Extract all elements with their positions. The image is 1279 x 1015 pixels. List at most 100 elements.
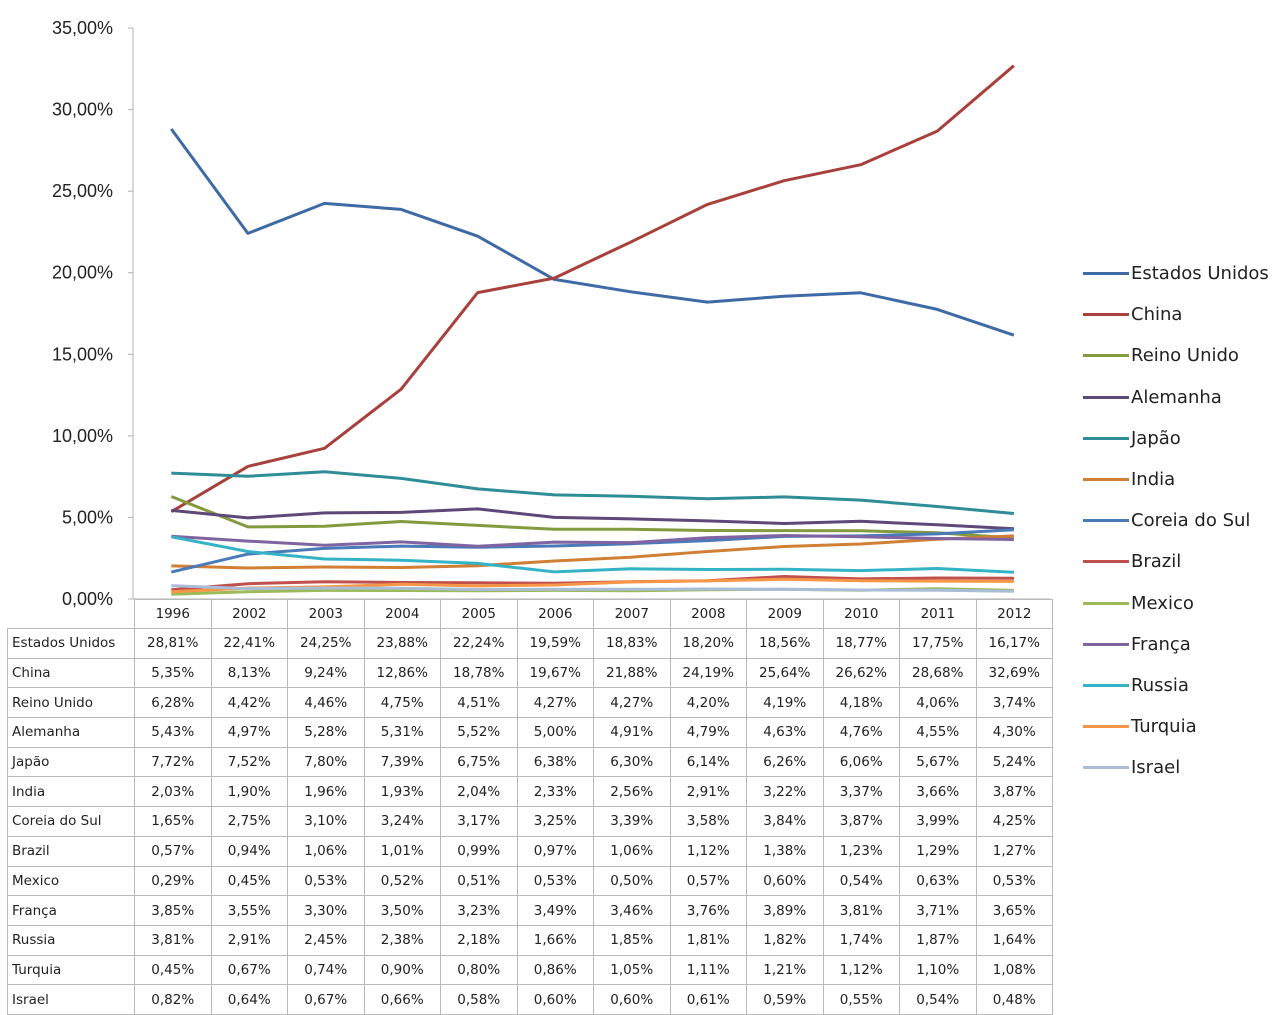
legend-label: China xyxy=(1131,304,1183,326)
data-cell: 4,42% xyxy=(210,687,288,719)
data-cell: 0,50% xyxy=(593,865,671,897)
legend-label: Russia xyxy=(1131,674,1189,696)
data-cell: 5,00% xyxy=(516,717,594,748)
data-cell: 2,45% xyxy=(287,924,365,956)
data-cell: 3,81% xyxy=(134,924,212,956)
data-cell: 23,88% xyxy=(363,628,441,659)
y-tick-label: 30,00% xyxy=(52,100,113,120)
data-cell: 6,30% xyxy=(593,746,671,778)
legend-label: Israel xyxy=(1131,757,1181,779)
data-cell: 24,25% xyxy=(287,628,365,659)
data-cell: 3,71% xyxy=(899,895,977,926)
data-cell: 4,19% xyxy=(746,687,824,719)
data-cell: 1,05% xyxy=(593,954,671,986)
legend-item: Brazil xyxy=(1083,541,1269,582)
legend-swatch xyxy=(1083,725,1129,729)
row-label: India xyxy=(7,776,135,808)
data-cell: 1,74% xyxy=(822,924,900,956)
data-cell: 7,39% xyxy=(363,746,441,778)
data-cell: 5,31% xyxy=(363,717,441,748)
data-cell: 1,11% xyxy=(669,954,747,986)
data-cell: 0,55% xyxy=(822,984,900,1015)
data-cell: 1,27% xyxy=(975,835,1053,867)
data-cell: 7,72% xyxy=(134,746,212,778)
row-label: Russia xyxy=(7,924,135,956)
data-cell: 3,66% xyxy=(899,776,977,808)
legend-swatch xyxy=(1083,560,1129,564)
x-tick-label: 2007 xyxy=(593,599,671,629)
legend-label: Mexico xyxy=(1131,592,1194,614)
data-cell: 2,04% xyxy=(440,776,518,808)
legend-item: China xyxy=(1083,294,1269,335)
data-cell: 6,14% xyxy=(669,746,747,778)
data-cell: 1,85% xyxy=(593,924,671,956)
legend-swatch xyxy=(1083,601,1129,605)
data-cell: 0,63% xyxy=(899,865,977,897)
data-cell: 2,38% xyxy=(363,924,441,956)
legend-item: Alemanha xyxy=(1083,377,1269,418)
data-cell: 1,12% xyxy=(822,954,900,986)
data-cell: 1,82% xyxy=(746,924,824,956)
data-cell: 0,60% xyxy=(746,865,824,897)
x-tick-label: 1996 xyxy=(134,599,212,629)
data-cell: 1,29% xyxy=(899,835,977,867)
data-cell: 4,91% xyxy=(593,717,671,748)
data-cell: 5,35% xyxy=(134,657,212,689)
series-line-reino-unido xyxy=(170,495,1015,540)
row-label: China xyxy=(7,657,135,689)
data-cell: 3,22% xyxy=(746,776,824,808)
row-label: Japão xyxy=(7,746,135,778)
data-cell: 4,63% xyxy=(746,717,824,748)
data-cell: 0,99% xyxy=(440,835,518,867)
legend-swatch xyxy=(1083,478,1129,482)
series-line-fran-a xyxy=(171,534,1014,548)
legend-item: Estados Unidos xyxy=(1083,253,1269,294)
y-tick-label: 5,00% xyxy=(62,507,113,527)
data-cell: 1,90% xyxy=(210,776,288,808)
data-cell: 2,56% xyxy=(593,776,671,808)
data-cell: 1,66% xyxy=(516,924,594,956)
data-cell: 1,08% xyxy=(975,954,1053,986)
data-cell: 4,06% xyxy=(899,687,977,719)
x-tick-label: 2003 xyxy=(287,599,365,629)
legend-item: França xyxy=(1083,624,1269,665)
data-cell: 1,65% xyxy=(134,806,212,837)
row-label: Israel xyxy=(7,984,135,1015)
table-row: Brazil 0,57% 0,94% 1,06% 1,01% 0,99% 0,97% 1,06… xyxy=(7,835,1053,867)
data-cell: 0,74% xyxy=(287,954,365,986)
table-row: Israel 0,82% 0,64% 0,67% 0,66% 0,58% 0,60% 0,60… xyxy=(7,984,1053,1015)
row-label: Alemanha xyxy=(7,717,135,748)
data-cell: 0,82% xyxy=(134,984,212,1015)
table-row: França 3,85% 3,55% 3,30% 3,50% 3,23% 3,49% 3,46… xyxy=(7,895,1053,926)
legend-label: Estados Unidos xyxy=(1131,263,1269,285)
data-cell: 9,24% xyxy=(287,657,365,689)
data-cell: 5,67% xyxy=(899,746,977,778)
legend-item: Coreia do Sul xyxy=(1083,500,1269,541)
data-cell: 7,52% xyxy=(210,746,288,778)
data-cell: 8,13% xyxy=(210,657,288,689)
data-cell: 4,97% xyxy=(210,717,288,748)
data-cell: 1,01% xyxy=(363,835,441,867)
data-cell: 1,81% xyxy=(669,924,747,956)
legend-swatch xyxy=(1083,354,1129,358)
chart-legend: Estados Unidos China Reino Unido Alemanha Ja… xyxy=(1083,253,1269,788)
x-tick-label: 2006 xyxy=(516,599,594,629)
y-tick-label: 10,00% xyxy=(52,426,113,446)
legend-item: Turquia xyxy=(1083,706,1269,747)
data-cell: 3,58% xyxy=(669,806,747,837)
data-cell: 18,20% xyxy=(669,628,747,659)
data-cell: 1,06% xyxy=(287,835,365,867)
data-cell: 18,77% xyxy=(822,628,900,659)
row-label: Estados Unidos xyxy=(7,628,135,659)
data-cell: 3,50% xyxy=(363,895,441,926)
data-cell: 0,60% xyxy=(593,984,671,1015)
y-tick-group: 0,00%5,00%10,00%15,00%20,00%25,00%30,00%… xyxy=(52,18,133,609)
data-cell: 1,23% xyxy=(822,835,900,867)
data-cell: 0,67% xyxy=(287,984,365,1015)
data-cell: 1,93% xyxy=(363,776,441,808)
data-cell: 3,49% xyxy=(516,895,594,926)
x-tick-label: 2008 xyxy=(669,599,747,629)
data-cell: 5,43% xyxy=(134,717,212,748)
data-cell: 28,81% xyxy=(134,628,212,659)
